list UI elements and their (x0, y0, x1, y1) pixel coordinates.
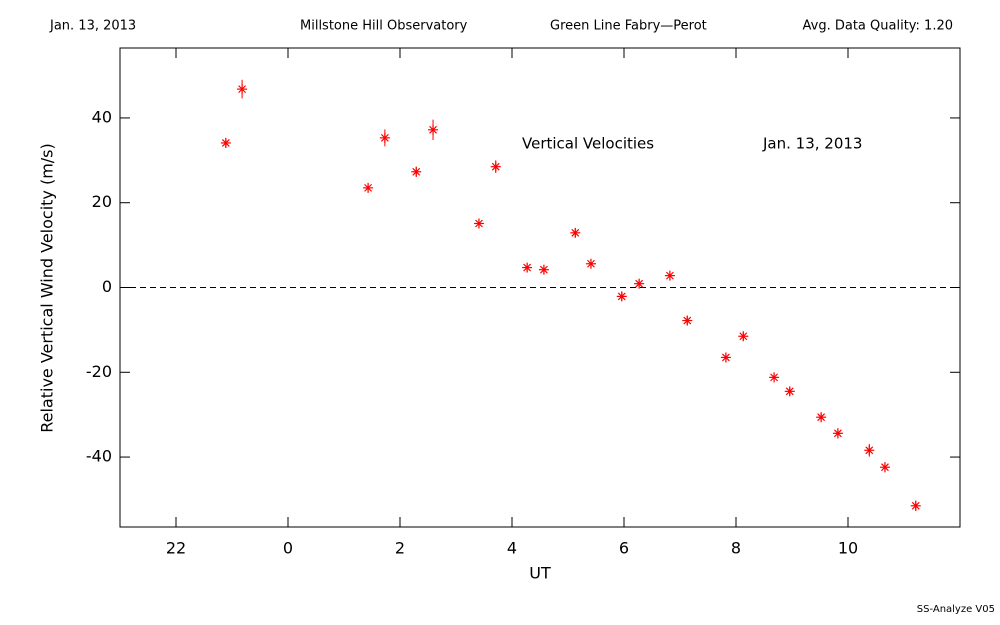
point (664, 270, 675, 281)
point (738, 331, 749, 342)
point (616, 291, 627, 302)
x-tick-label: 22 (166, 539, 186, 558)
point (570, 227, 581, 238)
x-tick-label: 4 (507, 539, 517, 558)
point (720, 352, 731, 363)
header-observatory: Millstone Hill Observatory (300, 19, 468, 34)
y-tick-label: 20 (92, 192, 112, 211)
point (784, 386, 795, 397)
x-tick-label: 6 (619, 539, 629, 558)
y-tick-label: 40 (92, 107, 112, 126)
x-axis-label: UT (529, 564, 551, 583)
y-tick-label: -20 (86, 362, 112, 381)
point (910, 500, 921, 511)
y-tick-label: -40 (86, 447, 112, 466)
annotation: Jan. 13, 2013 (762, 135, 862, 153)
x-tick-label: 8 (731, 539, 741, 558)
point (634, 278, 645, 289)
point (473, 218, 484, 229)
point (379, 132, 390, 143)
x-tick-label: 0 (283, 539, 293, 558)
header-instrument: Green Line Fabry—Perot (550, 19, 707, 34)
point (682, 315, 693, 326)
point (585, 258, 596, 269)
footer: SS-Analyze V05 (917, 604, 995, 615)
point (220, 137, 231, 148)
point (237, 84, 248, 95)
point (879, 462, 890, 473)
header-date: Jan. 13, 2013 (49, 19, 136, 34)
x-tick-label: 2 (395, 539, 405, 558)
point (411, 166, 422, 177)
point (490, 161, 501, 172)
point (832, 428, 843, 439)
point (522, 262, 533, 273)
annotation: Vertical Velocities (522, 135, 654, 153)
point (363, 182, 374, 193)
header-quality: Avg. Data Quality: 1.20 (803, 19, 953, 34)
point (816, 412, 827, 423)
point (538, 264, 549, 275)
y-axis-label: Relative Vertical Wind Velocity (m/s) (38, 143, 57, 433)
point (428, 124, 439, 135)
point (769, 372, 780, 383)
point (864, 445, 875, 456)
x-tick-label: 10 (838, 539, 858, 558)
y-tick-label: 0 (102, 277, 112, 296)
